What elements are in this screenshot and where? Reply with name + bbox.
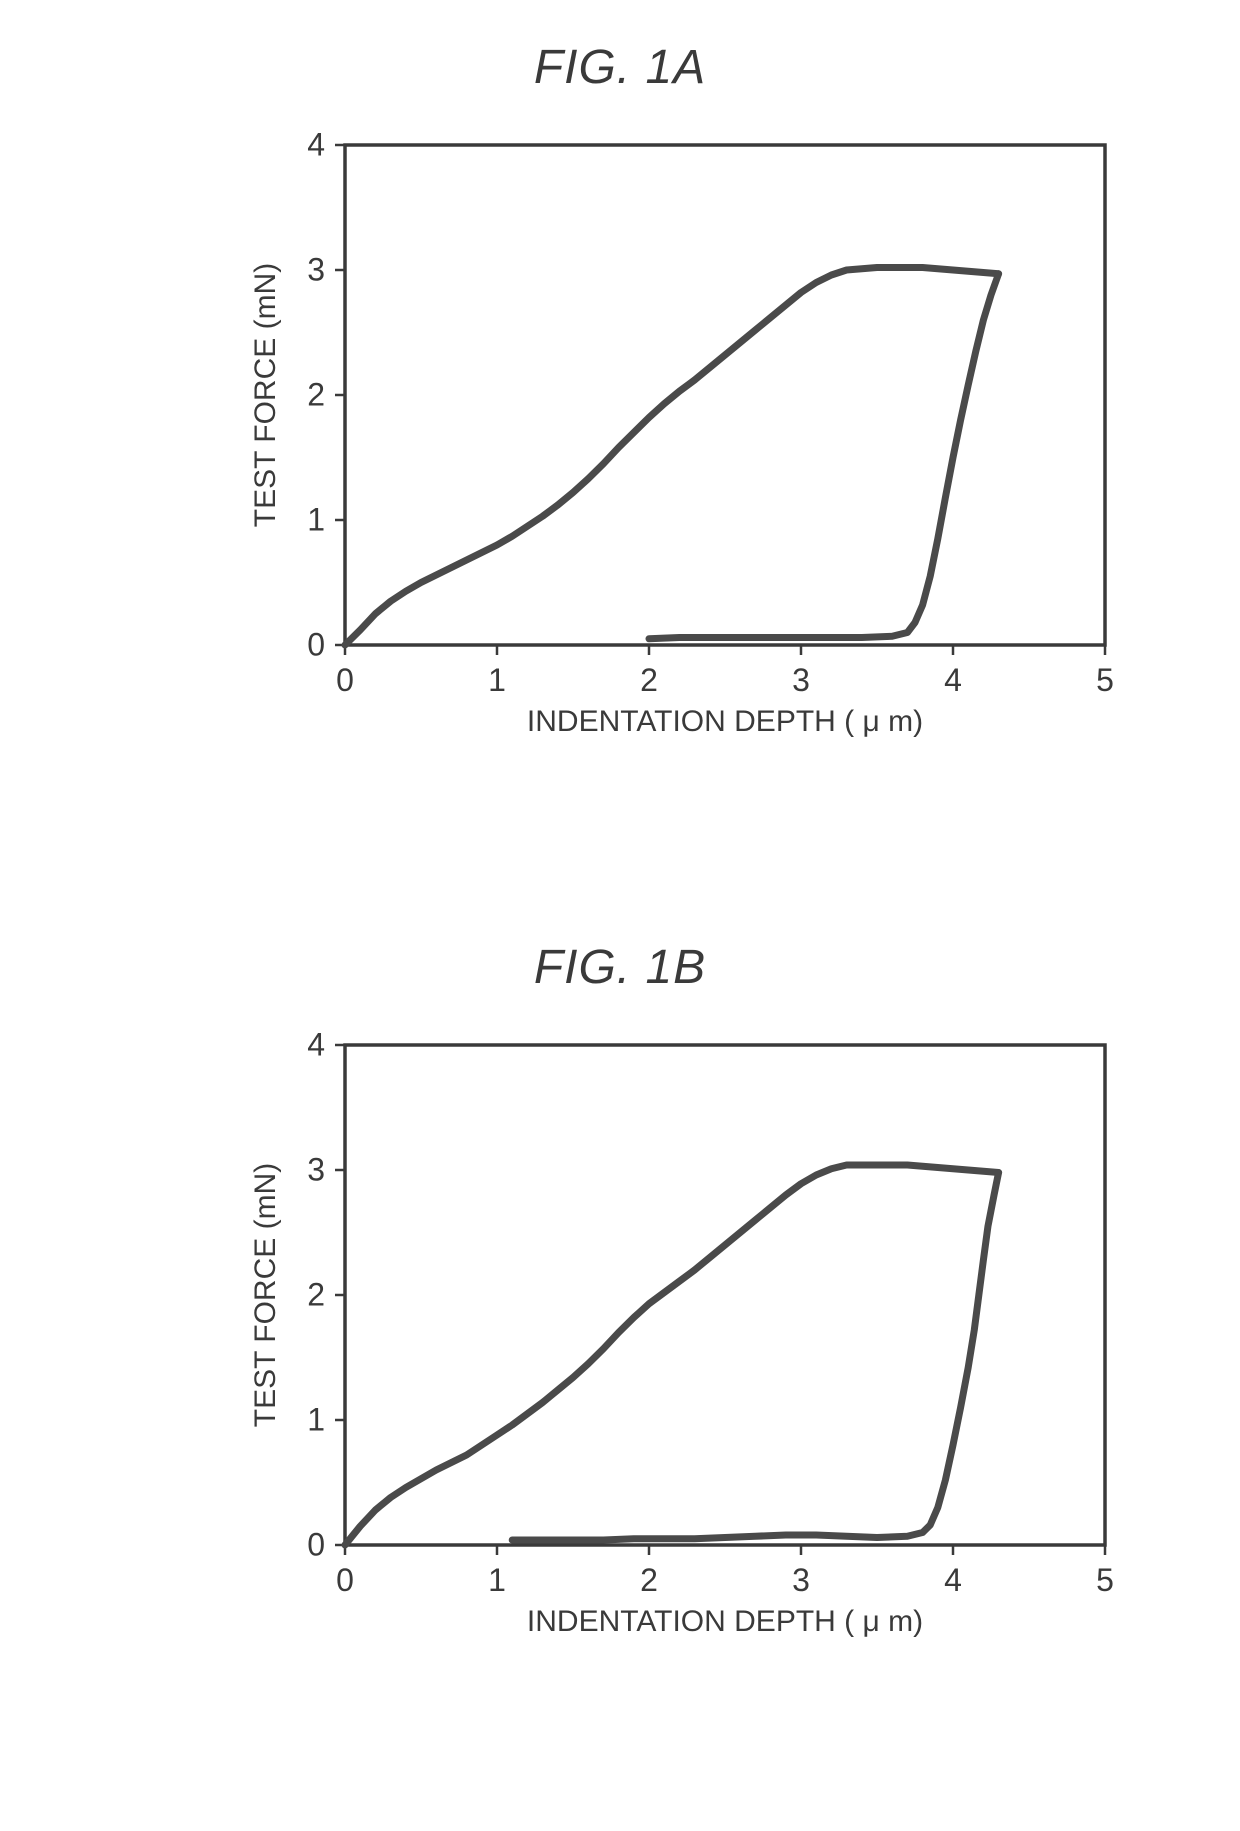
svg-text:2: 2 [640, 1562, 658, 1598]
svg-text:2: 2 [307, 377, 325, 413]
svg-text:4: 4 [944, 1562, 962, 1598]
svg-text:2: 2 [307, 1277, 325, 1313]
figure-1b-title: FIG. 1B [0, 940, 1240, 995]
page: FIG. 1A 0 1 2 3 4 5 0 1 2 3 4 INDENTATION DEPTH ( μ… [0, 0, 1240, 1831]
svg-text:TEST FORCE (mN): TEST FORCE (mN) [249, 263, 282, 527]
figure-1a-block: FIG. 1A 0 1 2 3 4 5 0 1 2 3 4 INDENTATION DEPTH ( μ… [0, 40, 1240, 745]
svg-text:2: 2 [640, 662, 658, 698]
svg-text:4: 4 [307, 1027, 325, 1063]
svg-text:1: 1 [307, 1402, 325, 1438]
svg-text:3: 3 [792, 662, 810, 698]
figure-1b-chart: 0 1 2 3 4 5 0 1 2 3 4 INDENTATION DEPTH ( μ m) TEST … [80, 1025, 1160, 1645]
svg-text:5: 5 [1096, 1562, 1114, 1598]
svg-text:5: 5 [1096, 662, 1114, 698]
svg-text:3: 3 [307, 1152, 325, 1188]
figure-1a-title: FIG. 1A [0, 40, 1240, 95]
svg-text:4: 4 [944, 662, 962, 698]
svg-text:INDENTATION DEPTH ( μ m): INDENTATION DEPTH ( μ m) [527, 1605, 923, 1638]
figure-1a-svg: 0 1 2 3 4 5 0 1 2 3 4 INDENTATION DEPTH ( μ m) TEST … [80, 125, 1160, 745]
svg-text:1: 1 [488, 662, 506, 698]
svg-text:INDENTATION DEPTH ( μ m): INDENTATION DEPTH ( μ m) [527, 705, 923, 738]
figure-1a-chart: 0 1 2 3 4 5 0 1 2 3 4 INDENTATION DEPTH ( μ m) TEST … [80, 125, 1160, 745]
svg-text:0: 0 [336, 662, 354, 698]
svg-text:0: 0 [307, 1527, 325, 1563]
svg-text:3: 3 [307, 252, 325, 288]
svg-text:4: 4 [307, 127, 325, 163]
svg-text:0: 0 [336, 1562, 354, 1598]
svg-text:1: 1 [488, 1562, 506, 1598]
svg-text:3: 3 [792, 1562, 810, 1598]
figure-1b-block: FIG. 1B 0 1 2 3 4 5 0 1 2 3 4 INDENTATION DEPTH ( μ… [0, 940, 1240, 1645]
svg-text:1: 1 [307, 502, 325, 538]
svg-text:0: 0 [307, 627, 325, 663]
svg-text:TEST FORCE (mN): TEST FORCE (mN) [249, 1163, 282, 1427]
figure-1b-svg: 0 1 2 3 4 5 0 1 2 3 4 INDENTATION DEPTH ( μ m) TEST … [80, 1025, 1160, 1645]
